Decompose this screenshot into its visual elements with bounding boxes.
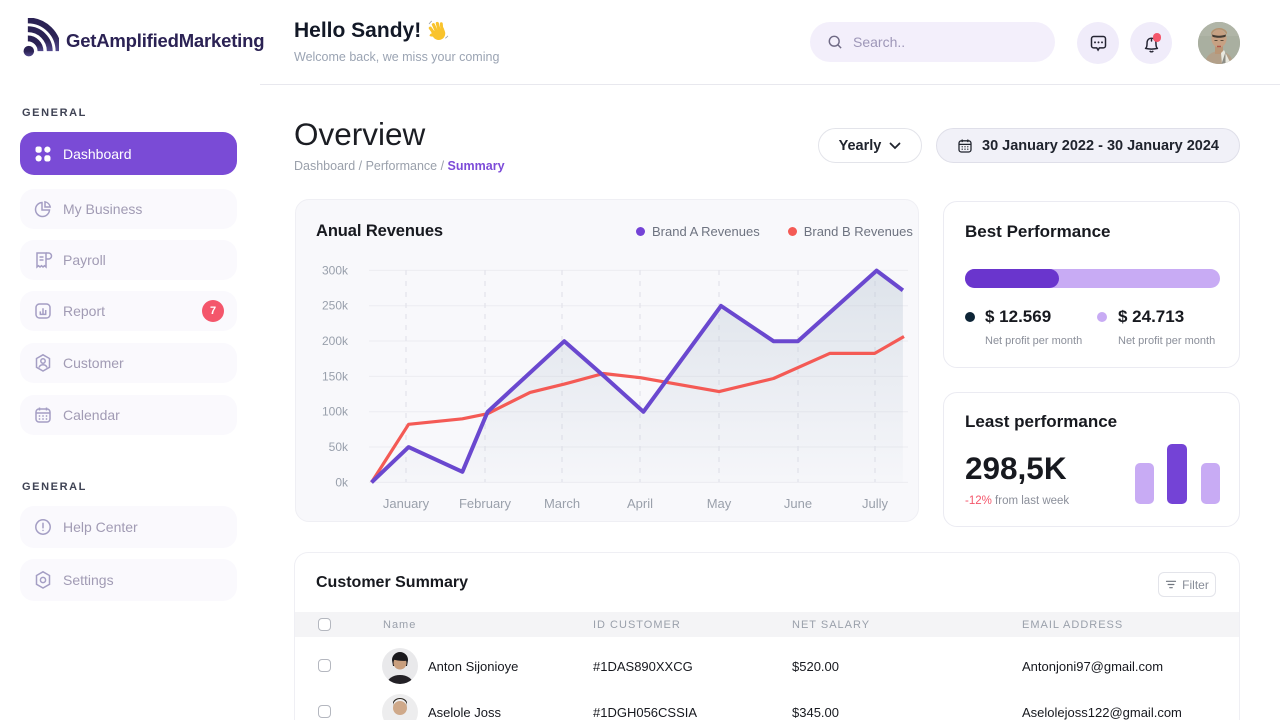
- svg-text:February: February: [459, 496, 512, 511]
- svg-text:250k: 250k: [322, 299, 349, 313]
- svg-text:200k: 200k: [322, 334, 349, 348]
- svg-text:100k: 100k: [322, 405, 349, 419]
- svg-text:January: January: [383, 496, 430, 511]
- svg-text:March: March: [544, 496, 580, 511]
- svg-text:May: May: [707, 496, 732, 511]
- svg-text:June: June: [784, 496, 812, 511]
- svg-text:0k: 0k: [335, 475, 349, 489]
- svg-text:Jully: Jully: [862, 496, 889, 511]
- svg-text:April: April: [627, 496, 653, 511]
- svg-text:50k: 50k: [329, 440, 349, 454]
- svg-text:150k: 150k: [322, 369, 349, 383]
- svg-text:300k: 300k: [322, 263, 349, 277]
